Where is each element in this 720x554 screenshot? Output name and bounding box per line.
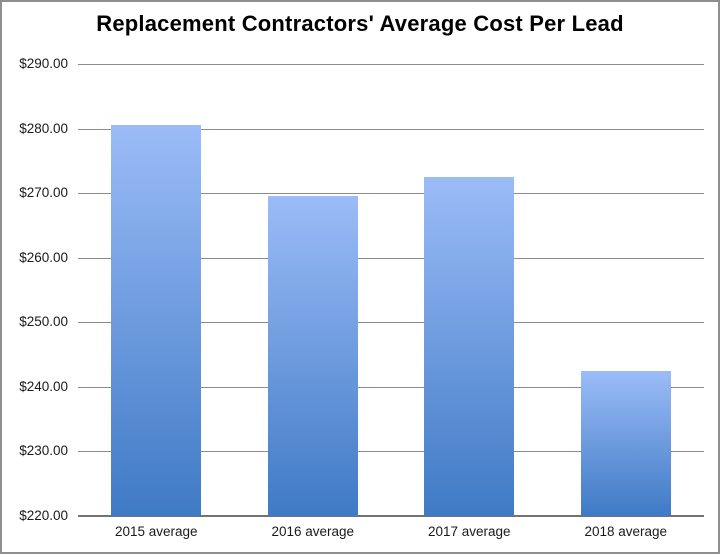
y-axis-tick-label: $230.00 bbox=[19, 443, 68, 459]
chart-title: Replacement Contractors' Average Cost Pe… bbox=[96, 11, 624, 36]
gridline bbox=[78, 322, 704, 324]
gridline bbox=[78, 193, 704, 195]
gridline bbox=[78, 128, 704, 130]
bar-2015-average bbox=[111, 125, 202, 516]
gridline bbox=[78, 64, 704, 65]
bar-2017-average bbox=[424, 177, 515, 516]
y-axis-tick-label: $260.00 bbox=[19, 249, 68, 265]
gridline bbox=[78, 451, 704, 453]
gridline bbox=[78, 386, 704, 388]
x-axis-category-label: 2015 average bbox=[114, 524, 198, 539]
gridline bbox=[78, 257, 704, 259]
x-axis-category-label: 2016 average bbox=[271, 524, 355, 539]
bar-2018-average bbox=[580, 370, 671, 516]
y-axis-tick-label: $240.00 bbox=[19, 378, 68, 394]
y-axis-tick-label: $270.00 bbox=[19, 185, 68, 201]
y-axis-tick-label: $290.00 bbox=[19, 56, 68, 71]
x-axis-category-label: 2018 average bbox=[584, 524, 668, 539]
x-axis-line bbox=[78, 515, 704, 517]
y-axis-tick-label: $220.00 bbox=[19, 508, 68, 523]
y-axis-tick-label: $250.00 bbox=[19, 314, 68, 330]
x-axis-category-label: 2017 average bbox=[427, 524, 511, 539]
y-axis-tick-label: $280.00 bbox=[19, 120, 68, 136]
bar-2016-average bbox=[267, 196, 358, 516]
